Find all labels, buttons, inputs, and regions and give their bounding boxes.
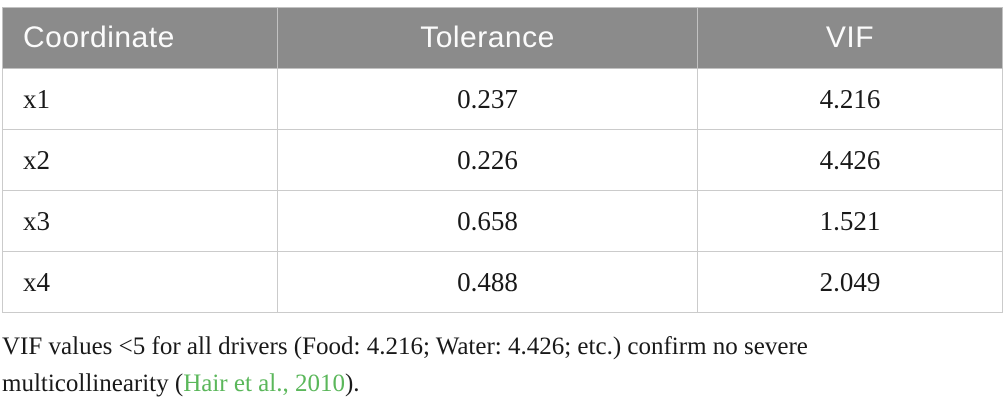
- footnote-line1: VIF values <5 for all drivers (Food: 4.2…: [2, 333, 808, 360]
- cell-coordinate: x3: [2, 190, 278, 252]
- header-row: Coordinate Tolerance VIF: [2, 7, 1003, 69]
- col-header-vif: VIF: [697, 7, 1003, 69]
- table-row: x3 0.658 1.521: [2, 190, 1003, 252]
- cell-coordinate: x1: [2, 68, 278, 130]
- cell-vif: 1.521: [697, 190, 1003, 252]
- citation-link[interactable]: Hair et al., 2010: [183, 370, 345, 397]
- cell-tolerance: 0.237: [277, 68, 698, 130]
- cell-coordinate: x4: [2, 251, 278, 313]
- vif-table: Coordinate Tolerance VIF x1 0.237 4.216 …: [2, 7, 1003, 313]
- cell-tolerance: 0.226: [277, 129, 698, 191]
- cell-vif: 2.049: [697, 251, 1003, 313]
- col-header-tolerance: Tolerance: [277, 7, 698, 69]
- col-header-coordinate: Coordinate: [2, 7, 278, 69]
- cell-vif: 4.426: [697, 129, 1003, 191]
- table-row: x4 0.488 2.049: [2, 251, 1003, 313]
- cell-tolerance: 0.658: [277, 190, 698, 252]
- cell-tolerance: 0.488: [277, 251, 698, 313]
- cell-coordinate: x2: [2, 129, 278, 191]
- footnote-line2-prefix: multicollinearity (: [2, 370, 184, 397]
- cell-vif: 4.216: [697, 68, 1003, 130]
- footnote-line2-suffix: ).: [344, 370, 360, 397]
- table-header: Coordinate Tolerance VIF: [2, 7, 1003, 69]
- table-body: x1 0.237 4.216 x2 0.226 4.426 x3 0.658 1…: [2, 68, 1003, 313]
- table-row: x1 0.237 4.216: [2, 68, 1003, 130]
- table-footnote: VIF values <5 for all drivers (Food: 4.2…: [2, 328, 1003, 402]
- table-row: x2 0.226 4.426: [2, 129, 1003, 191]
